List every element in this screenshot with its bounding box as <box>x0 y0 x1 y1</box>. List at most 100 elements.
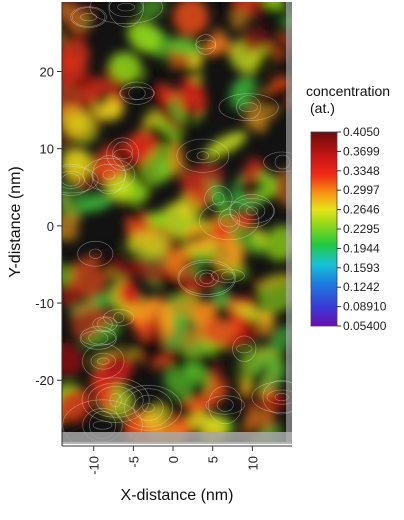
contour-line <box>232 335 257 362</box>
contour-line <box>229 194 274 228</box>
field-low-region <box>142 329 162 375</box>
field-blob <box>62 342 84 377</box>
field-low-region <box>170 347 189 373</box>
field-blob <box>212 27 234 55</box>
contour-line <box>88 331 109 345</box>
field-blob <box>76 194 114 213</box>
colorbar-tick-label: 0.4050 <box>343 125 380 139</box>
y-tick-label: -10 <box>35 296 54 311</box>
colorbar-tick-label: 0.1242 <box>343 280 380 294</box>
y-tick-label: 0 <box>47 219 54 234</box>
contour-line <box>176 138 230 173</box>
contour-line <box>82 158 136 192</box>
contour-line <box>195 34 217 55</box>
field-blob <box>170 141 184 169</box>
contour-line <box>117 2 135 12</box>
contour-line <box>92 155 126 195</box>
contour-line <box>91 163 127 186</box>
field-low-region <box>213 305 233 323</box>
field-low-region <box>244 362 269 408</box>
contour-line <box>218 208 241 233</box>
field-low-region <box>183 104 197 135</box>
field-blob <box>108 51 143 84</box>
field-blob <box>125 230 171 257</box>
field-blob <box>127 20 162 53</box>
field-low-region <box>62 15 77 44</box>
heatmap-plot <box>62 2 292 444</box>
contour-line <box>221 271 235 281</box>
x-axis-label: X-distance (nm) <box>121 487 234 504</box>
y-tick-label: 20 <box>40 64 54 79</box>
colorbar-tick-label: 0.2997 <box>343 183 380 197</box>
contour-line <box>177 259 236 297</box>
field-blob <box>178 78 207 118</box>
field-low-region <box>95 245 119 275</box>
contour-line <box>239 102 259 112</box>
field-low-region <box>235 179 267 196</box>
contour-line <box>62 166 99 194</box>
field-low-region <box>164 64 204 79</box>
field-blob <box>154 158 170 183</box>
colorbar-ticks: 0.4050 0.3699 0.3348 0.2997 0.2646 0.2295 0.19… <box>337 125 387 333</box>
contour-line <box>120 81 154 105</box>
field-blob <box>62 37 90 84</box>
contour-line <box>72 7 106 27</box>
field-blob <box>63 148 94 181</box>
field-blob <box>159 302 174 337</box>
field-blob <box>180 168 212 206</box>
x-tick-label: -10 <box>87 456 102 475</box>
x-tick-label: 0 <box>166 456 181 463</box>
contour-line <box>178 261 235 295</box>
contour-line <box>199 201 260 241</box>
colorbar-tick-label: 0.3348 <box>343 164 380 178</box>
contour-line <box>262 379 292 415</box>
field-blob <box>182 380 228 414</box>
contour-line <box>113 312 125 323</box>
field-low-region <box>157 396 195 420</box>
field-blob <box>202 310 247 345</box>
field-low-region <box>173 231 214 247</box>
y-axis-label: Y-distance (nm) <box>7 166 24 277</box>
contour-line <box>208 385 243 425</box>
field-blob <box>62 106 91 135</box>
contour-line <box>199 272 214 284</box>
colorbar-gradient <box>310 131 338 327</box>
field-blob <box>230 76 256 110</box>
contour-line <box>128 86 146 100</box>
contour-line <box>82 343 125 379</box>
colorbar-tick-label: 0.05400 <box>343 319 387 333</box>
field-low-region <box>109 332 143 372</box>
plot-bottom-edge <box>62 432 292 444</box>
contour-line <box>196 151 210 160</box>
contour-line <box>212 192 225 206</box>
field-blob <box>258 310 275 337</box>
x-ticks: -10 -5 0 5 10 <box>87 446 260 475</box>
field-low-region <box>64 173 79 210</box>
contour-line <box>228 198 275 224</box>
colorbar-tick-label: 0.1944 <box>343 241 380 255</box>
y-tick-label: 10 <box>40 142 54 157</box>
contour-line <box>251 381 292 413</box>
field-low-region <box>261 81 292 107</box>
contour-line <box>89 2 163 25</box>
field-low-region <box>265 31 292 61</box>
contour-line <box>210 268 245 283</box>
field-low-region <box>159 274 185 298</box>
plot-right-edge <box>286 2 292 442</box>
contour-line <box>205 395 245 415</box>
contour-line <box>204 185 233 213</box>
field-blob <box>172 2 209 36</box>
field-blob <box>141 403 171 429</box>
contour-line <box>106 137 140 171</box>
contour-line <box>97 317 113 332</box>
field-low-region <box>62 418 86 436</box>
field-blob <box>227 221 265 256</box>
field-low-region <box>142 70 163 115</box>
field-blob <box>62 282 80 307</box>
contour-line <box>62 399 143 442</box>
field-low-region <box>132 169 151 190</box>
contour-line <box>195 39 216 50</box>
contour-line <box>119 86 156 100</box>
contour-line <box>112 141 134 167</box>
